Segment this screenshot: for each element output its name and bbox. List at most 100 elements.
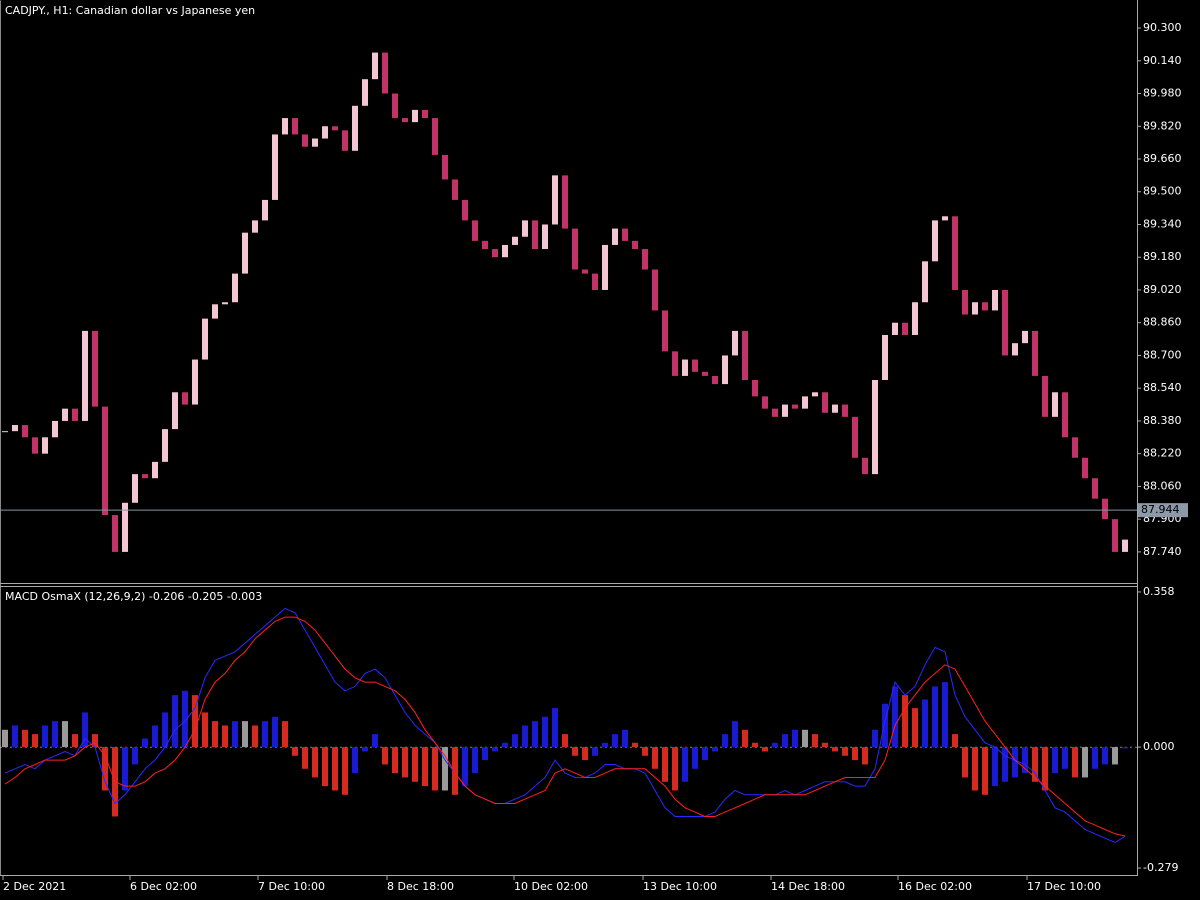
histogram-bar	[882, 703, 888, 748]
histogram-bar	[602, 742, 608, 748]
candle	[742, 330, 748, 381]
candle	[612, 228, 618, 245]
candle	[892, 322, 898, 335]
histogram-bar	[62, 721, 68, 748]
macd-line	[4, 607, 1126, 844]
candle	[112, 515, 118, 552]
histogram-bar	[212, 721, 218, 748]
histogram-bar	[202, 712, 208, 748]
histogram-bar	[762, 747, 768, 752]
y-tick-label: 89.180	[1143, 250, 1182, 263]
candle	[222, 302, 228, 305]
candle	[1, 431, 8, 433]
chart-title: CADJPY., H1: Canadian dollar vs Japanese…	[5, 4, 255, 17]
x-tick-label: 17 Dec 10:00	[1027, 880, 1101, 893]
candle	[182, 392, 188, 405]
candle	[562, 175, 568, 229]
y-tick-label: 89.500	[1143, 185, 1182, 198]
candle	[572, 228, 578, 270]
histogram-bar	[392, 747, 398, 774]
candle	[722, 355, 728, 385]
candle	[652, 269, 658, 311]
histogram-bar	[472, 747, 478, 774]
candle	[952, 216, 958, 290]
candle	[712, 375, 718, 385]
histogram-bar	[612, 734, 618, 748]
candle	[862, 457, 868, 475]
histogram-bar	[102, 747, 108, 791]
histogram-bar	[162, 712, 168, 748]
candle	[972, 302, 978, 315]
histogram-bar	[1062, 747, 1068, 769]
histogram-bar	[82, 712, 88, 748]
candle	[212, 304, 218, 319]
histogram-bar	[942, 682, 948, 748]
histogram-bar	[282, 721, 288, 748]
histogram-bar	[192, 695, 198, 748]
candle	[122, 502, 128, 552]
y-tick-label: 88.860	[1143, 316, 1182, 329]
histogram-bar	[912, 708, 918, 748]
histogram-bar	[652, 747, 658, 769]
histogram-bar	[542, 716, 548, 748]
candle	[642, 249, 648, 270]
histogram-bar	[1092, 747, 1098, 769]
candle	[442, 154, 448, 180]
histogram-bar	[842, 747, 848, 756]
histogram-bar	[902, 695, 908, 748]
candle	[732, 330, 738, 356]
candle	[682, 359, 688, 376]
histogram-bar	[252, 725, 258, 748]
histogram-bar	[682, 747, 688, 782]
candle	[942, 216, 948, 221]
candle	[762, 396, 768, 409]
candle	[962, 289, 968, 315]
histogram-bar	[582, 747, 588, 761]
candle	[602, 244, 608, 290]
histogram-bar	[802, 729, 808, 748]
histogram-bar	[22, 729, 28, 748]
candle	[582, 269, 588, 274]
x-tick-label: 8 Dec 18:00	[387, 880, 454, 893]
candle	[102, 406, 108, 516]
histogram-bar	[232, 721, 238, 748]
histogram-bar	[1082, 747, 1088, 778]
candle	[492, 249, 498, 258]
candle	[162, 429, 168, 462]
candle	[372, 52, 378, 80]
histogram-bar	[592, 747, 598, 756]
histogram-bar	[302, 747, 308, 769]
histogram-bar	[962, 747, 968, 778]
y-tick-label: 88.540	[1143, 381, 1182, 394]
y-tick-label: 0.000	[1143, 740, 1175, 753]
candle	[502, 244, 508, 258]
histogram-bar	[872, 729, 878, 748]
candle	[532, 220, 538, 250]
histogram-bar	[692, 747, 698, 769]
candle	[752, 380, 758, 397]
histogram-bar	[1032, 747, 1038, 782]
candle	[882, 334, 888, 381]
histogram-bar	[352, 747, 358, 774]
candle	[42, 437, 48, 454]
histogram-bar	[42, 725, 48, 748]
candle	[552, 175, 558, 225]
candle	[72, 408, 78, 421]
histogram-bar	[972, 747, 978, 791]
candle	[632, 240, 638, 250]
histogram-bar	[722, 734, 728, 748]
histogram-bar	[382, 747, 388, 765]
y-tick-label: 88.700	[1143, 348, 1182, 361]
histogram-bar	[372, 734, 378, 748]
candle	[332, 126, 338, 131]
candle	[842, 404, 848, 417]
y-tick-label: 87.740	[1143, 545, 1182, 558]
candle	[902, 322, 908, 335]
histogram-bar	[852, 747, 858, 761]
histogram-bar	[702, 747, 708, 761]
x-tick-label: 16 Dec 02:00	[898, 880, 972, 893]
candle	[452, 179, 458, 200]
candle	[1032, 330, 1038, 376]
y-tick-label: -0.279	[1143, 861, 1178, 874]
candle	[32, 437, 38, 454]
